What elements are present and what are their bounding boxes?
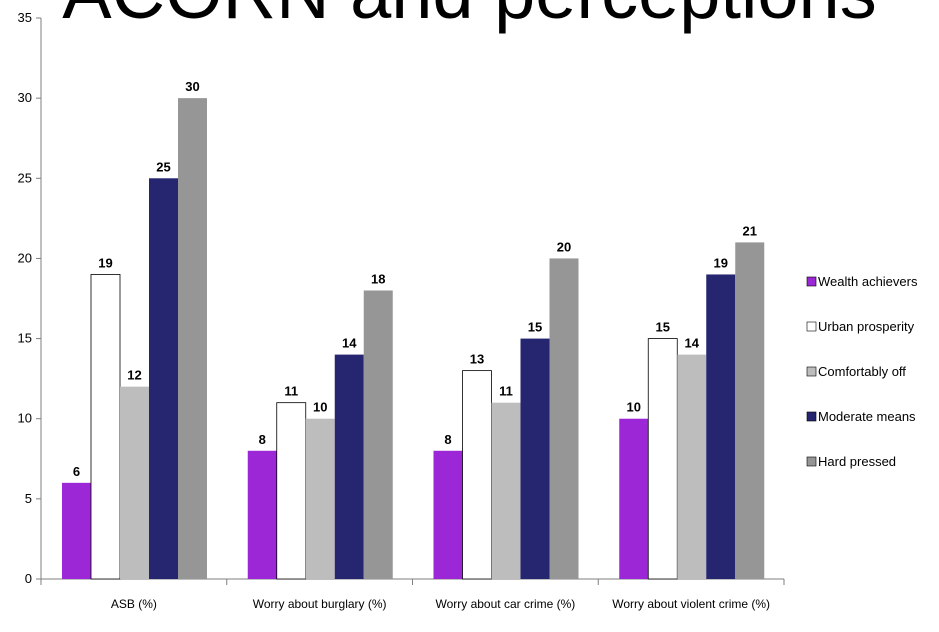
y-tick-label: 0 xyxy=(25,571,32,586)
bar-value-label: 8 xyxy=(259,432,266,447)
bar-value-label: 12 xyxy=(127,368,141,383)
legend-label: Wealth achievers xyxy=(818,274,918,289)
bar-2-2 xyxy=(491,402,521,579)
bar-2-3 xyxy=(677,354,707,579)
x-category-label: Worry about car crime (%) xyxy=(435,597,575,611)
legend-swatch xyxy=(806,411,817,422)
bar-value-label: 21 xyxy=(743,223,757,238)
bar-value-label: 13 xyxy=(470,352,484,367)
y-tick-label: 10 xyxy=(18,411,32,426)
bar-0-0 xyxy=(62,482,91,579)
bar-value-label: 15 xyxy=(656,320,670,335)
bar-value-label: 11 xyxy=(499,384,513,399)
x-category-label: Worry about burglary (%) xyxy=(253,597,387,611)
y-tick-label: 15 xyxy=(18,331,32,346)
bar-value-label: 19 xyxy=(714,255,728,270)
bar-value-label: 14 xyxy=(685,336,700,351)
bar-3-1 xyxy=(334,354,364,579)
legend-swatch xyxy=(806,366,817,377)
y-tick-label: 30 xyxy=(18,90,32,105)
bar-4-1 xyxy=(363,290,393,579)
x-category-label: ASB (%) xyxy=(111,597,157,611)
bar-value-label: 25 xyxy=(156,159,170,174)
legend-swatch xyxy=(806,456,817,467)
bar-value-label: 30 xyxy=(185,79,199,94)
bar-value-label: 18 xyxy=(371,271,385,286)
x-category-label: Worry about violent crime (%) xyxy=(612,597,770,611)
legend-swatch xyxy=(806,321,817,332)
bar-value-label: 10 xyxy=(313,400,327,415)
bar-value-label: 19 xyxy=(98,255,112,270)
y-tick-label: 35 xyxy=(18,10,32,25)
bar-value-label: 14 xyxy=(342,336,357,351)
legend-label: Hard pressed xyxy=(818,454,896,469)
bar-value-label: 11 xyxy=(284,384,298,399)
bar-3-2 xyxy=(520,338,550,579)
bar-1-1 xyxy=(276,402,307,580)
legend-label: Moderate means xyxy=(818,409,916,424)
bar-3-3 xyxy=(706,274,736,579)
bar-0-2 xyxy=(433,450,463,579)
y-tick-label: 25 xyxy=(18,170,32,185)
bar-1-2 xyxy=(462,370,492,580)
bar-4-2 xyxy=(549,258,579,579)
bar-value-label: 15 xyxy=(528,320,542,335)
bar-0-3 xyxy=(619,418,649,579)
bar-1-0 xyxy=(90,274,121,580)
bar-2-1 xyxy=(305,418,335,579)
legend-label: Comfortably off xyxy=(818,364,906,379)
y-tick-label: 5 xyxy=(25,491,32,506)
legend-label: Urban prosperity xyxy=(818,319,915,334)
bar-value-label: 20 xyxy=(557,239,571,254)
y-tick-label: 20 xyxy=(18,250,32,265)
bar-0-1 xyxy=(247,450,277,579)
bar-value-label: 6 xyxy=(73,464,80,479)
bar-3-0 xyxy=(149,178,178,580)
chart-title: ACORN and perceptions xyxy=(0,0,939,38)
bar-1-3 xyxy=(647,338,678,580)
bar-4-0 xyxy=(178,98,207,580)
bar-2-0 xyxy=(120,386,149,579)
bar-value-label: 10 xyxy=(627,400,641,415)
bar-value-label: 8 xyxy=(444,432,451,447)
bar-4-3 xyxy=(735,242,765,579)
legend-swatch xyxy=(806,276,817,287)
